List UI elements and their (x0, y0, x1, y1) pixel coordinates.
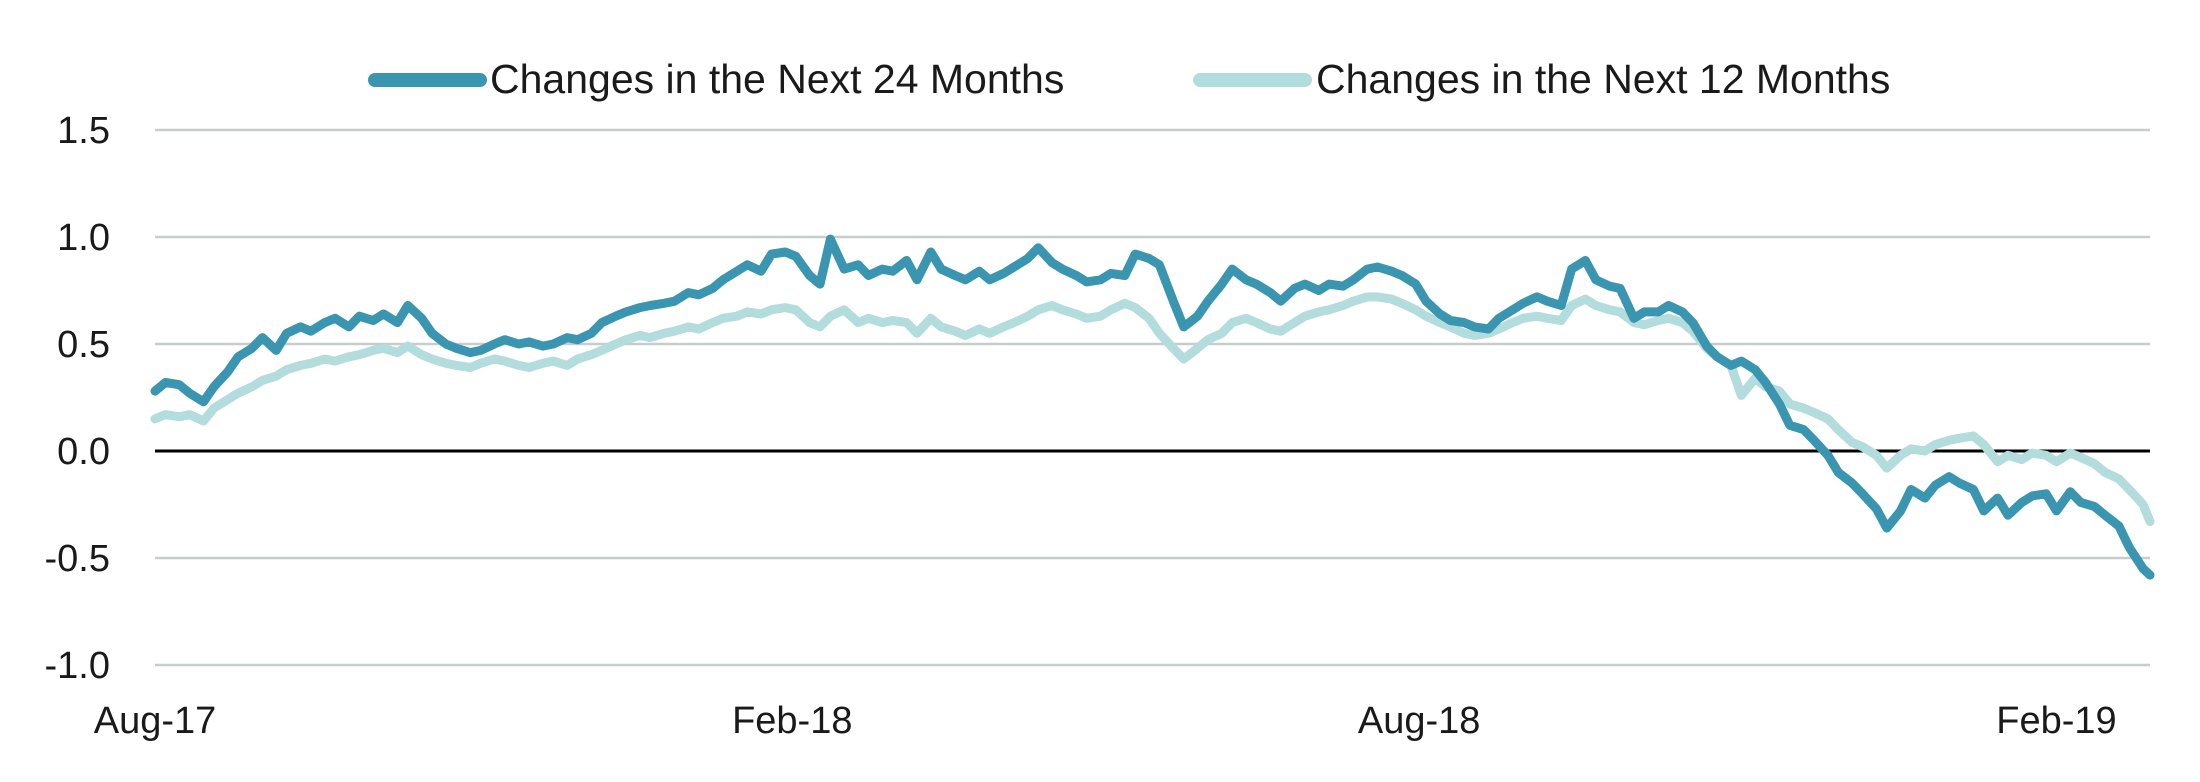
x-tick-label: Aug-17 (94, 700, 217, 742)
x-tick-label: Feb-18 (732, 700, 852, 742)
y-tick-label: 1.5 (57, 110, 110, 152)
y-tick-label: 0.5 (57, 324, 110, 366)
gridlines (155, 128, 2150, 667)
y-tick-label: 0.0 (57, 431, 110, 473)
axis-labels: 1.5 1.0 0.5 0.0 -0.5 -1.0 Aug-17 Feb-18 Aug-18 Fe… (45, 110, 2117, 742)
y-tick-label: -1.0 (45, 645, 110, 687)
legend-label: Changes in the Next 12 Months (1316, 56, 1890, 102)
series-line-24-months (150, 234, 2155, 580)
legend-label: Changes in the Next 24 Months (490, 56, 1064, 102)
legend-item: Changes in the Next 24 Months (368, 56, 1064, 102)
x-tick-label: Aug-18 (1358, 700, 1481, 742)
x-tick-label: Feb-19 (1996, 700, 2116, 742)
y-tick-label: 1.0 (57, 217, 110, 259)
y-tick-label: -0.5 (45, 538, 110, 580)
series-line-12-months (150, 292, 2155, 527)
series-lines (150, 234, 2155, 580)
legend: Changes in the Next 24 Months Changes in … (368, 56, 1890, 102)
legend-item: Changes in the Next 12 Months (1193, 56, 1890, 102)
